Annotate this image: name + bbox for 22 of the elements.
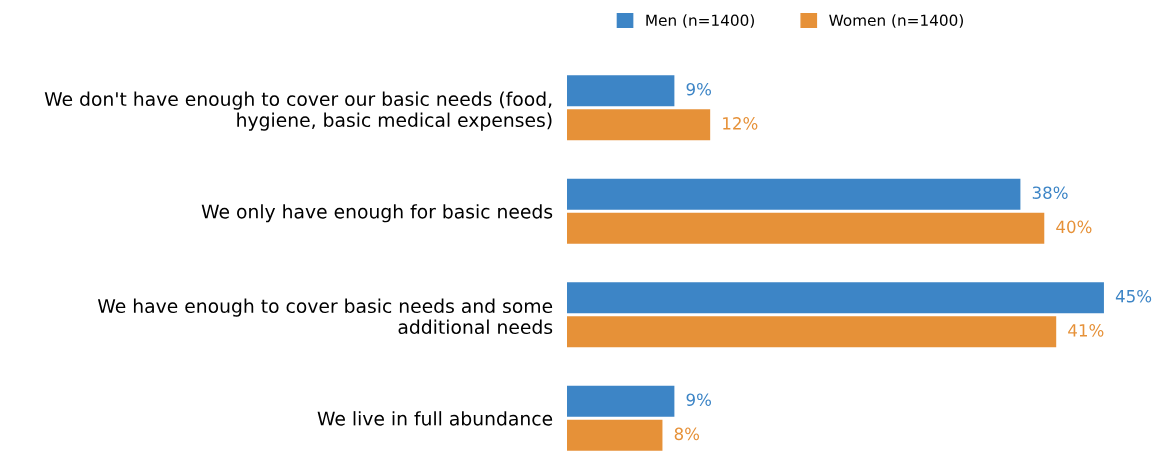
bar: [567, 109, 711, 141]
data-label: 41%: [1068, 324, 1104, 337]
y-tick-label: We live in full abundance: [317, 411, 553, 426]
data-label: 40%: [1056, 220, 1092, 234]
data-label: 38%: [1032, 186, 1068, 200]
data-label: 9%: [686, 393, 712, 407]
data-label: 12%: [723, 117, 758, 130]
bar: [567, 75, 675, 107]
bar: [567, 178, 1021, 210]
bar: [567, 282, 1104, 314]
legend-label: Women (n=1400): [829, 14, 963, 28]
y-tick-label: We don't have enough to cover our basic needs (food, hygiene, basic medical expenses): [44, 91, 552, 131]
legend-label: Men (n=1400): [646, 14, 754, 28]
y-tick-label: We have enough to cover basic needs and some additional needs: [97, 298, 553, 335]
data-label: 8%: [674, 427, 700, 441]
data-label: 45%: [1115, 289, 1152, 303]
bar: [567, 316, 1057, 348]
y-tick-label: We only have enough for basic needs: [201, 204, 553, 223]
data-label: 9%: [686, 82, 712, 96]
bar: [567, 212, 1045, 244]
bar: [567, 385, 675, 417]
bar: [567, 419, 663, 451]
